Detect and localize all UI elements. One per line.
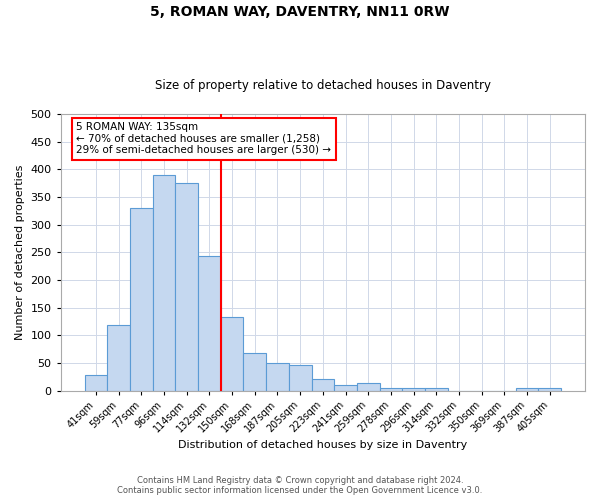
Text: Contains HM Land Registry data © Crown copyright and database right 2024.
Contai: Contains HM Land Registry data © Crown c… <box>118 476 482 495</box>
Bar <box>334 385 357 390</box>
Bar <box>380 388 402 390</box>
Bar <box>244 353 266 391</box>
Text: 5 ROMAN WAY: 135sqm
← 70% of detached houses are smaller (1,258)
29% of semi-det: 5 ROMAN WAY: 135sqm ← 70% of detached ho… <box>76 122 331 156</box>
Bar <box>357 383 380 390</box>
Bar <box>425 388 448 390</box>
Bar <box>107 325 130 390</box>
Bar <box>538 388 561 390</box>
Bar <box>311 380 334 390</box>
X-axis label: Distribution of detached houses by size in Daventry: Distribution of detached houses by size … <box>178 440 467 450</box>
Bar <box>221 317 244 390</box>
Bar <box>266 363 289 390</box>
Bar <box>402 388 425 390</box>
Text: 5, ROMAN WAY, DAVENTRY, NN11 0RW: 5, ROMAN WAY, DAVENTRY, NN11 0RW <box>150 5 450 19</box>
Title: Size of property relative to detached houses in Daventry: Size of property relative to detached ho… <box>155 79 491 92</box>
Bar <box>85 375 107 390</box>
Bar <box>516 388 538 390</box>
Bar <box>152 175 175 390</box>
Bar <box>130 208 152 390</box>
Bar <box>289 365 311 390</box>
Bar <box>198 256 221 390</box>
Y-axis label: Number of detached properties: Number of detached properties <box>15 164 25 340</box>
Bar <box>175 183 198 390</box>
